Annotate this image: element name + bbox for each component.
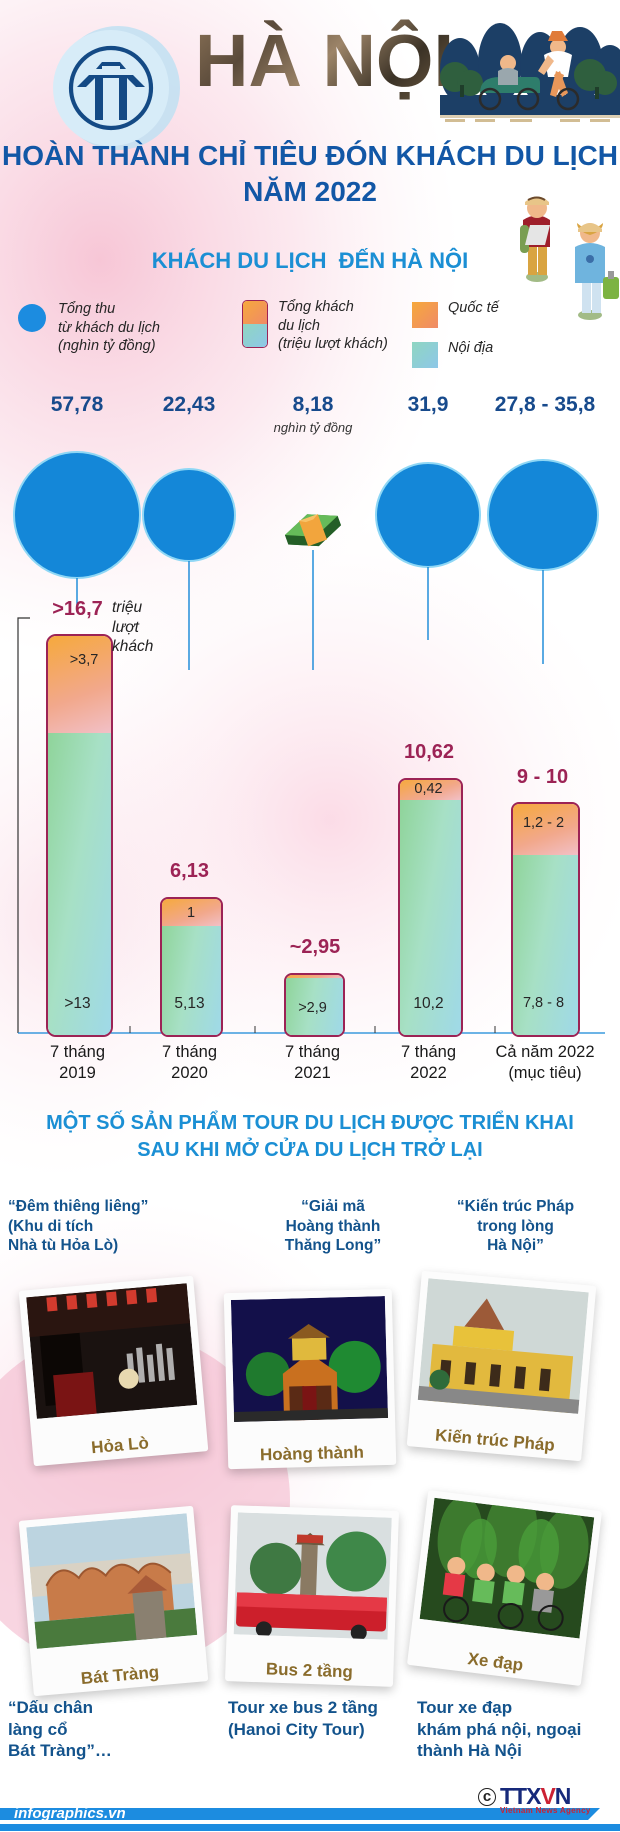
svg-text:infographics.vn: infographics.vn (14, 1805, 126, 1822)
